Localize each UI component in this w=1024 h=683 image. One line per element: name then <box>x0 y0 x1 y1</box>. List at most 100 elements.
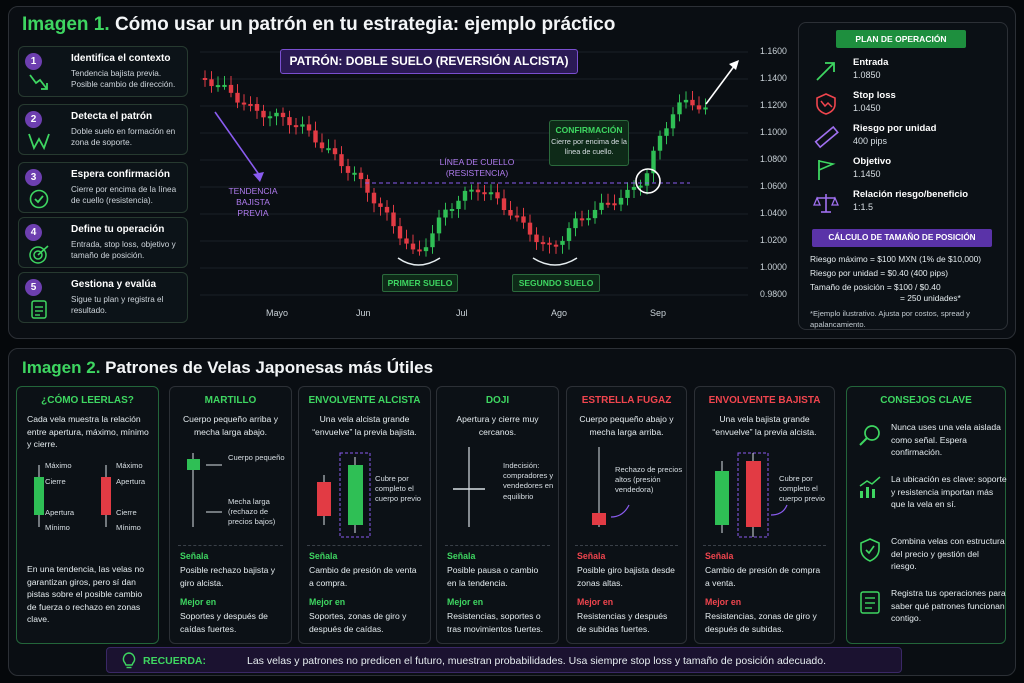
candle-body <box>202 78 208 80</box>
checklist-icon <box>860 591 880 614</box>
trend-down-icon <box>29 74 48 90</box>
signal-heading: Señala <box>447 551 476 561</box>
candle-body <box>248 103 253 106</box>
card-bearish-engulfing: ENVOLVENTE BAJISTA Una vela bajista gran… <box>694 386 835 644</box>
candle-body <box>501 198 507 211</box>
step-badge: 3 <box>25 169 42 186</box>
candle-body <box>612 203 617 206</box>
plan-title: PLAN DE OPERACIÓN <box>836 30 966 48</box>
x-tick-label: Sep <box>650 308 667 318</box>
card-title: ESTRELLA FUGAZ <box>581 395 672 406</box>
w-pattern-icon <box>28 133 50 151</box>
card-desc: Apertura y cierre muy cercanos. <box>456 414 539 437</box>
tip-item: Combina velas con estructura del precio … <box>857 535 1007 587</box>
hammer-candle <box>187 453 222 527</box>
candle-body <box>462 190 468 201</box>
plan-stop-loss: Stop loss 1.0450 <box>813 90 1003 120</box>
step-desc: Entrada, stop loss, objetivo y tamaño de… <box>71 240 176 260</box>
tip-text: Nunca uses una vela aislada como señal. … <box>891 422 1001 457</box>
x-tick-label: Jun <box>356 308 371 318</box>
step-desc: Doble suelo en formación en zona de sopo… <box>71 127 176 147</box>
card-title: DOJI <box>485 395 510 406</box>
check-circle-icon <box>29 189 49 209</box>
step-title: Detecta el patrón <box>71 111 153 122</box>
shield-down-icon <box>816 93 836 115</box>
tip-item: Registra tus operaciones para saber qué … <box>857 587 1007 639</box>
candle-body <box>664 128 669 136</box>
candle-body <box>456 200 461 210</box>
candle-body <box>527 222 533 235</box>
card-title: ENVOLVENTE ALCISTA <box>308 395 421 406</box>
clipboard-icon <box>31 300 47 319</box>
candle-body <box>683 99 689 103</box>
target-arrow <box>705 64 736 105</box>
calc-line: Tamaño de posición = $100 / $0.40 <box>810 282 941 292</box>
arrow-up-right-icon <box>816 62 835 81</box>
step-desc: Tendencia bajista previa. Posible cambio… <box>71 69 176 89</box>
trade-plan: PLAN DE OPERACIÓN Entrada 1.0850 Stop lo… <box>798 22 1008 330</box>
confirm-circle <box>635 168 661 194</box>
candle-body <box>547 242 552 245</box>
candle-body <box>651 150 656 174</box>
step-badge: 2 <box>25 111 42 128</box>
best-heading: Mejor en <box>705 597 742 607</box>
card-how-to-read: ¿CÓMO LEERLAS? Cada vela muestra la rela… <box>16 386 159 644</box>
target-icon <box>29 245 49 264</box>
candle-body <box>319 142 325 149</box>
card-desc: Una vela alcista grande “envuelve” la pr… <box>312 414 417 437</box>
candle-body <box>573 218 578 229</box>
y-tick-label: 1.1600 <box>760 46 787 56</box>
plan-target: Objetivo 1.1450 <box>813 156 1003 186</box>
candle-body <box>274 112 279 117</box>
plan-label: Riesgo por unidad <box>853 123 937 134</box>
signal-heading: Señala <box>309 551 338 561</box>
candle-body <box>670 114 676 129</box>
best-heading: Mejor en <box>577 597 614 607</box>
step-3: 3 Espera confirmación Cierre por encima … <box>18 162 188 213</box>
candle-body <box>209 79 214 87</box>
candle-body <box>488 192 494 195</box>
candle-body <box>417 249 422 252</box>
candle-body <box>391 212 396 227</box>
tip-text: La ubicación es clave: soporte y resiste… <box>891 474 1007 509</box>
candle-body <box>326 148 331 151</box>
first-bottom-label: PRIMER SUELO <box>382 274 458 292</box>
card-title: MARTILLO <box>204 395 257 406</box>
neckline-label: LÍNEA DE CUELLO (RESISTENCIA) <box>439 157 515 178</box>
candle-body <box>644 173 650 186</box>
bullish-engulfing-candles <box>317 452 371 538</box>
step-desc: Sigue tu plan y registra el resultado. <box>71 295 164 315</box>
candle-body <box>566 228 572 241</box>
calc-title: CÁLCULO DE TAMAÑO DE POSICIÓN <box>812 229 992 247</box>
plan-value: 1:1.5 <box>853 202 874 212</box>
best-text: Soportes y después de caídas fuertes. <box>180 611 268 634</box>
candle-body <box>586 218 591 221</box>
reminder-text: Las velas y patrones no predicen el futu… <box>247 655 827 667</box>
candle-body <box>436 217 442 234</box>
engulf-label: Cubre por completo el cuerpo previo <box>779 474 826 504</box>
candle-body <box>677 102 682 115</box>
reminder-label: RECUERDA: <box>143 655 206 667</box>
bull-close-label: Cierre <box>45 477 66 486</box>
signal-heading: Señala <box>180 551 209 561</box>
image2-title: Patrones de Velas Japonesas más Útiles <box>105 358 434 377</box>
card-foot: En una tendencia, las velas no garantiza… <box>27 564 145 624</box>
step-badge: 1 <box>25 53 42 70</box>
best-heading: Mejor en <box>309 597 346 607</box>
candle-body <box>300 124 305 127</box>
shooting-star-label: Rechazo de precios altos (presión vended… <box>615 465 683 495</box>
candle-body <box>696 105 702 110</box>
trend-arrow-head <box>253 172 264 182</box>
confirmation-box: CONFIRMACIÓN Cierre por encima de la lín… <box>549 120 629 166</box>
plan-note: *Ejemplo ilustrativo. Ajusta por costos,… <box>810 309 970 329</box>
image1-number: Imagen 1. <box>22 14 110 35</box>
candle-body <box>280 112 286 118</box>
best-text: Resistencias, soportes o tras movimiento… <box>447 611 543 634</box>
tip-item: Nunca uses una vela aislada como señal. … <box>857 421 1007 473</box>
pattern-label: PATRÓN: DOBLE SUELO (REVERSIÓN ALCISTA) <box>280 49 578 74</box>
candle-body <box>293 125 299 128</box>
bull-min-label: Mínimo <box>45 523 70 532</box>
candle-body <box>618 197 624 205</box>
second-bottom-arc <box>532 257 578 266</box>
